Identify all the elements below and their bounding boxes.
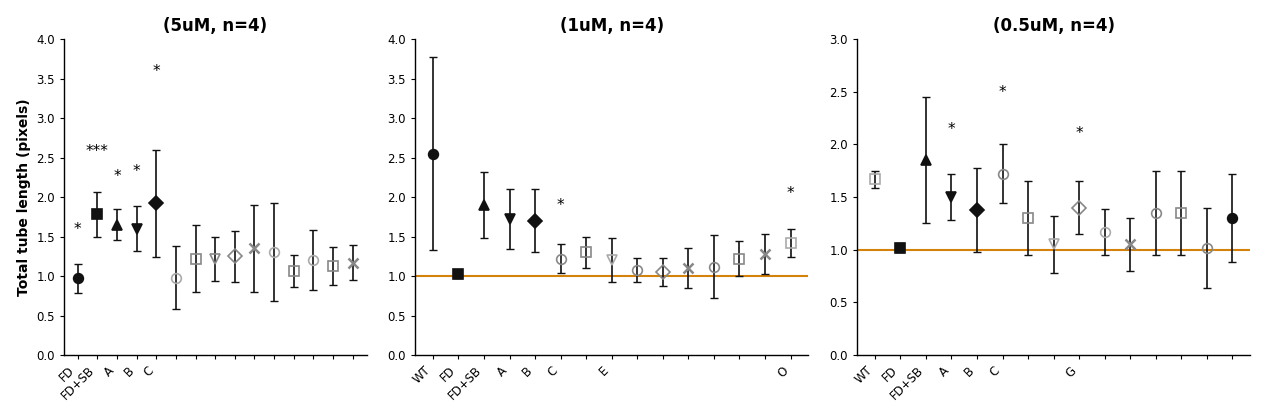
Text: *: * — [133, 164, 141, 179]
Text: *: * — [73, 222, 81, 236]
Text: *: * — [113, 168, 120, 184]
Title: (1uM, n=4): (1uM, n=4) — [560, 17, 664, 35]
Text: *: * — [998, 85, 1006, 100]
Y-axis label: Total tube length (pixels): Total tube length (pixels) — [16, 98, 30, 296]
Text: *: * — [1076, 126, 1083, 141]
Text: ***: *** — [86, 144, 109, 159]
Text: *: * — [152, 64, 160, 78]
Text: *: * — [948, 122, 955, 137]
Title: (0.5uM, n=4): (0.5uM, n=4) — [992, 17, 1115, 35]
Text: *: * — [556, 198, 564, 213]
Text: *: * — [787, 186, 794, 201]
Title: (5uM, n=4): (5uM, n=4) — [163, 17, 267, 35]
